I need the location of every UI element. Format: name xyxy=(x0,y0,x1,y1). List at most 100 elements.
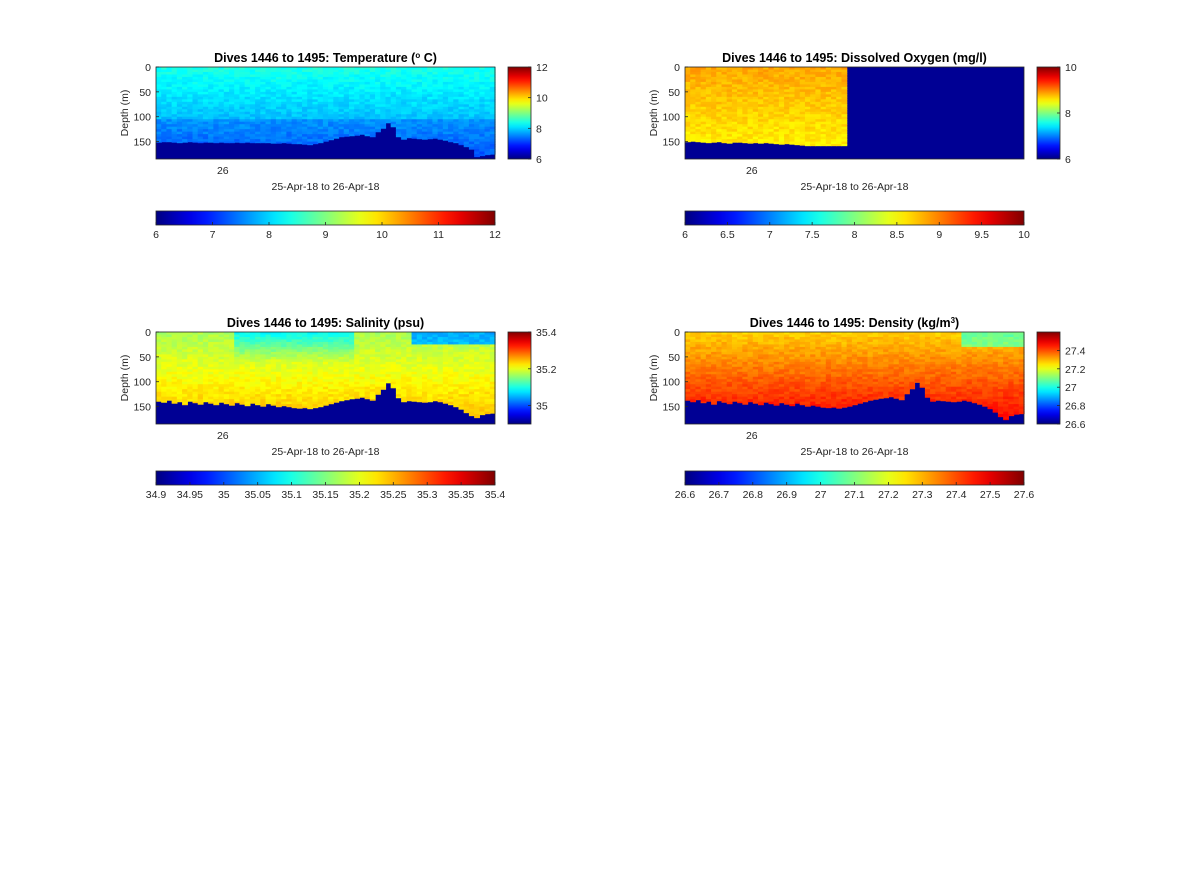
heatmap-cell xyxy=(354,369,360,373)
heatmap-cell xyxy=(489,371,496,375)
heatmap-cell xyxy=(411,129,418,133)
heatmap-cell xyxy=(778,84,785,88)
heatmap-cell xyxy=(328,71,334,76)
heatmap-cell xyxy=(716,79,723,83)
heatmap-cell xyxy=(489,124,496,128)
heatmap-cell xyxy=(202,394,209,398)
heatmap-cell xyxy=(763,111,770,115)
heatmap-cell xyxy=(690,69,697,73)
heatmap-cell xyxy=(711,111,717,115)
heatmap-cell xyxy=(820,139,827,143)
heatmap-cell xyxy=(375,74,381,78)
heatmap-cell xyxy=(359,91,366,95)
heatmap-cell xyxy=(768,69,775,73)
heatmap-cell xyxy=(291,104,298,108)
heatmap-cell xyxy=(364,396,371,400)
heatmap-cell xyxy=(474,91,480,95)
heatmap-cell xyxy=(249,374,256,378)
heatmap-cell xyxy=(484,136,491,140)
heatmap-cell xyxy=(474,106,480,110)
heatmap-cell xyxy=(463,376,470,380)
heatmap-cell xyxy=(291,351,298,355)
heatmap-cell xyxy=(364,116,371,120)
heatmap-cell xyxy=(307,379,314,383)
heatmap-cell xyxy=(333,371,340,375)
heatmap-cell xyxy=(432,394,439,398)
heatmap-cell xyxy=(836,74,843,78)
heatmap-cell xyxy=(213,114,220,118)
dissolved-oxygen-panel: Dives 1446 to 1495: Dissolved Oxygen (mg… xyxy=(648,51,1077,241)
heatmap-cell xyxy=(448,332,454,336)
heatmap-cell xyxy=(390,96,397,100)
heatmap-cell xyxy=(421,126,428,130)
heatmap-cell xyxy=(182,139,188,143)
heatmap-cell xyxy=(685,86,691,90)
heatmap-cell xyxy=(815,67,822,71)
heatmap-cell xyxy=(202,114,209,118)
heatmap-cell xyxy=(312,364,319,368)
heatmap-cell xyxy=(156,394,162,398)
heatmap-cell xyxy=(453,81,460,86)
heatmap-cell xyxy=(307,361,314,365)
heatmap-cell xyxy=(474,384,480,388)
heatmap-cell xyxy=(820,114,827,118)
heatmap-cell xyxy=(312,399,319,403)
heatmap-cell xyxy=(831,109,837,113)
heatmap-cell xyxy=(208,126,214,130)
heatmap-cell xyxy=(369,99,376,103)
heatmap-cell xyxy=(166,341,173,346)
heatmap-cell xyxy=(416,394,423,398)
heatmap-cell xyxy=(244,104,251,108)
heatmap-cell xyxy=(411,386,418,390)
heatmap-cell xyxy=(223,359,230,363)
heatmap-cell xyxy=(380,384,387,388)
heatmap-cell xyxy=(208,396,214,400)
heatmap-cell xyxy=(171,349,178,353)
heatmap-cell xyxy=(369,356,376,360)
heatmap-cell xyxy=(390,332,397,336)
heatmap-cell xyxy=(166,134,173,138)
heatmap-cell xyxy=(281,84,287,88)
heatmap-cell xyxy=(810,109,816,113)
heatmap-cell xyxy=(390,356,397,360)
heatmap-cell xyxy=(296,332,303,336)
heatmap-cell xyxy=(721,96,728,100)
heatmap-cell xyxy=(484,99,491,103)
heatmap-cell xyxy=(296,76,303,81)
heatmap-cell xyxy=(255,369,261,373)
heatmap-cell xyxy=(348,364,355,368)
heatmap-cell xyxy=(166,359,173,363)
heatmap-cell xyxy=(270,131,277,135)
heatmap-cell xyxy=(416,389,423,393)
heatmap-cell xyxy=(484,96,491,100)
heatmap-cell xyxy=(176,336,183,341)
heatmap-cell xyxy=(275,351,282,355)
heatmap-cell xyxy=(229,334,235,338)
heatmap-cell xyxy=(255,106,261,110)
heatmap-cell xyxy=(468,401,475,405)
heatmap-cell xyxy=(286,394,293,398)
heatmap-cell xyxy=(742,116,749,120)
heatmap-cell xyxy=(380,341,387,346)
title-superscript: o xyxy=(415,51,420,60)
heatmap-cell xyxy=(166,381,173,385)
heatmap-cell xyxy=(747,96,754,100)
heatmap-cell xyxy=(338,96,345,100)
heatmap-cell xyxy=(442,361,449,365)
heatmap-cell xyxy=(302,356,308,360)
heatmap-cell xyxy=(176,376,183,380)
heatmap-cell xyxy=(328,106,334,110)
heatmap-cell xyxy=(747,134,754,138)
heatmap-cell xyxy=(395,74,402,78)
heatmap-cell xyxy=(275,67,282,71)
heatmap-cell xyxy=(223,101,230,105)
heatmap-cell xyxy=(411,336,418,341)
heatmap-cell xyxy=(171,339,178,343)
heatmap-cell xyxy=(489,364,496,368)
heatmap-cell xyxy=(255,129,261,133)
heatmap-cell xyxy=(156,106,162,110)
heatmap-cell xyxy=(156,76,162,81)
plot-frame xyxy=(155,331,496,425)
heatmap-cell xyxy=(359,379,366,383)
heatmap-cell xyxy=(208,381,214,385)
